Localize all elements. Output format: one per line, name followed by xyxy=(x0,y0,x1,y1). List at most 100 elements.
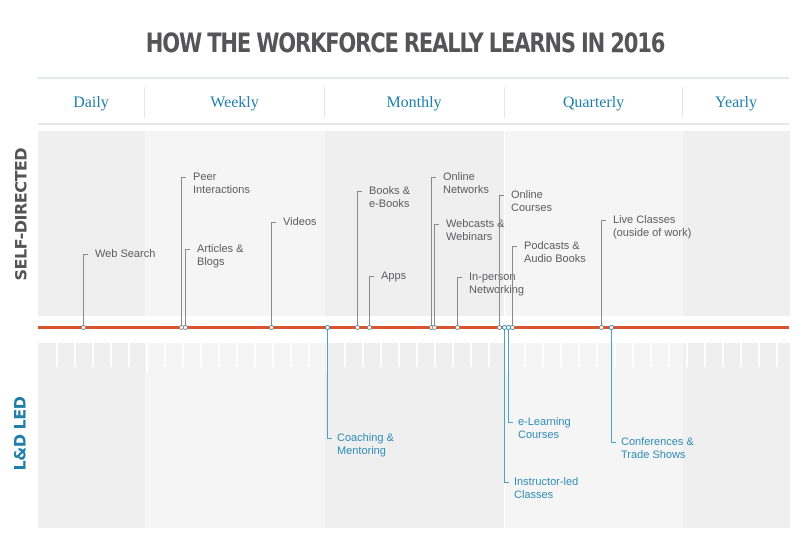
method-label: Coaching & Mentoring xyxy=(337,432,394,457)
tick-mark xyxy=(236,343,238,367)
connector-line xyxy=(271,222,273,327)
tick-mark xyxy=(668,343,670,367)
connector-line xyxy=(83,254,85,327)
tick-mark xyxy=(290,343,292,367)
connector-hook xyxy=(611,442,616,444)
timeline-point xyxy=(432,325,437,330)
connector-line xyxy=(357,191,359,327)
connector-line xyxy=(369,276,371,327)
connector-hook xyxy=(434,224,439,226)
connector-hook xyxy=(508,422,513,424)
tick-mark xyxy=(632,343,634,367)
timeline-point xyxy=(599,325,604,330)
row-label-self-directed: SELF-DIRECTED xyxy=(11,147,31,281)
connector-hook xyxy=(185,249,190,251)
tick-mark xyxy=(542,343,544,367)
tick-mark xyxy=(398,343,400,367)
tick-mark xyxy=(128,343,130,367)
frequency-label-monthly: Monthly xyxy=(386,94,442,111)
band-upper-yearly xyxy=(683,131,790,316)
tick-mark xyxy=(506,343,508,373)
band-upper-quarterly xyxy=(505,131,683,316)
band-lower-weekly xyxy=(145,343,325,528)
tick-mark xyxy=(596,343,598,367)
frequency-label-yearly: Yearly xyxy=(715,94,757,111)
tick-mark xyxy=(614,343,616,367)
tick-mark xyxy=(380,343,382,367)
timeline-axis xyxy=(38,326,789,329)
frequency-divider xyxy=(504,87,505,118)
tick-mark xyxy=(146,343,148,373)
row-label-ld-led: L&D LED xyxy=(10,396,30,471)
tick-mark xyxy=(308,343,310,367)
timeline-point xyxy=(367,325,372,330)
band-lower-yearly xyxy=(683,343,790,528)
frequency-divider xyxy=(682,87,683,118)
tick-mark xyxy=(110,343,112,367)
connector-hook xyxy=(601,220,606,222)
timeline-point xyxy=(455,325,460,330)
method-label: Peer Interactions xyxy=(193,171,250,196)
band-lower-monthly xyxy=(325,343,504,528)
tick-mark xyxy=(686,343,688,367)
tick-mark xyxy=(56,343,58,367)
connector-hook xyxy=(181,177,186,179)
band-upper-daily xyxy=(38,131,145,316)
tick-mark xyxy=(650,343,652,367)
connector-hook xyxy=(357,191,362,193)
connector-line xyxy=(457,277,459,327)
connector-hook xyxy=(327,438,332,440)
frequency-label-daily: Daily xyxy=(73,94,109,111)
connector-line xyxy=(327,327,329,438)
tick-mark xyxy=(362,343,364,367)
timeline-point xyxy=(269,325,274,330)
method-label: Apps xyxy=(381,270,407,282)
tick-mark xyxy=(218,343,220,367)
tick-mark xyxy=(254,343,256,367)
frequency-divider xyxy=(144,87,145,118)
connector-line xyxy=(434,224,436,327)
connector-hook xyxy=(271,222,276,224)
header-bottom-rule xyxy=(38,123,789,125)
connector-line xyxy=(601,220,603,327)
method-label: e-Learning Courses xyxy=(518,416,571,441)
connector-line xyxy=(611,327,613,442)
connector-line xyxy=(504,327,506,482)
method-label: Podcasts & Audio Books xyxy=(524,240,586,265)
method-label: Web Search xyxy=(95,248,156,260)
tick-mark xyxy=(560,343,562,367)
timeline-point xyxy=(183,325,188,330)
chart-title: HOW THE WORKFORCE REALLY LEARNS IN 2016 xyxy=(145,28,666,59)
method-label: Online Networks xyxy=(443,171,489,196)
tick-mark xyxy=(344,343,346,367)
tick-mark xyxy=(200,343,202,367)
tick-mark xyxy=(326,343,328,373)
tick-mark xyxy=(434,343,436,367)
tick-mark xyxy=(182,343,184,367)
timeline-point xyxy=(609,325,614,330)
band-lower-daily xyxy=(38,343,145,528)
connector-line xyxy=(185,249,187,327)
connector-hook xyxy=(504,482,509,484)
tick-mark xyxy=(524,343,526,367)
timeline-point xyxy=(355,325,360,330)
tick-mark xyxy=(164,343,166,367)
tick-mark xyxy=(740,343,742,367)
connector-line xyxy=(181,177,183,327)
connector-line xyxy=(512,246,514,327)
method-label: Conferences & Trade Shows xyxy=(621,436,694,461)
method-label: Live Classes (ouside of work) xyxy=(613,214,692,239)
method-label: In-person Networking xyxy=(469,271,525,296)
connector-hook xyxy=(83,254,88,256)
timeline-point xyxy=(497,325,502,330)
band-upper-weekly xyxy=(145,131,325,316)
tick-mark xyxy=(416,343,418,367)
timeline-point xyxy=(81,325,86,330)
connector-hook xyxy=(499,195,504,197)
tick-mark xyxy=(758,343,760,367)
header-top-rule xyxy=(38,77,789,79)
tick-mark xyxy=(74,343,76,367)
tick-mark xyxy=(470,343,472,367)
tick-mark xyxy=(272,343,274,367)
method-label: Online Courses xyxy=(511,189,552,214)
